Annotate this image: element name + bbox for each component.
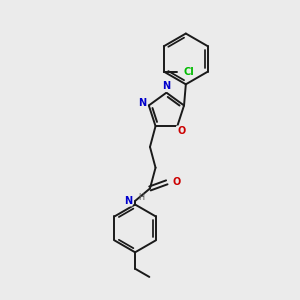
Text: Cl: Cl — [184, 67, 195, 76]
Text: N: N — [162, 81, 170, 91]
Text: N: N — [139, 98, 147, 108]
Text: H: H — [139, 194, 145, 202]
Text: O: O — [172, 177, 180, 187]
Text: N: N — [124, 196, 132, 206]
Text: O: O — [177, 127, 185, 136]
